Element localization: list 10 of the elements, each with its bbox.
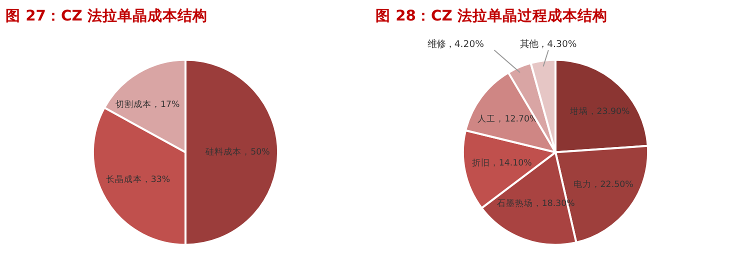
slice-label: 坩埚，23.90% <box>568 106 630 118</box>
slice-label: 电力，22.50% <box>573 178 634 190</box>
slice-label: 切割成本，17% <box>115 99 180 110</box>
chart-title: 图 28：CZ 法拉单晶过程成本结构 <box>376 8 608 24</box>
chart-title: 图 27：CZ 法拉单晶成本结构 <box>6 8 208 24</box>
slice-label: 折旧，14.10% <box>472 157 532 168</box>
slice-label: 其他，4.30% <box>520 39 577 50</box>
slice-label: 维修，4.20% <box>427 39 484 50</box>
slice-label: 硅料成本，50% <box>204 146 270 158</box>
slice-label: 长晶成本，33% <box>106 174 170 186</box>
